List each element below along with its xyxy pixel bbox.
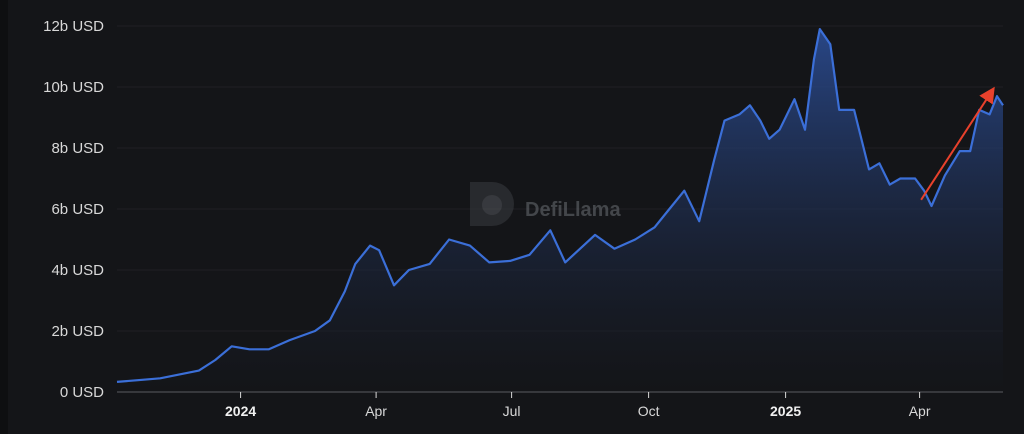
watermark-text: DefiLlama	[525, 199, 621, 221]
series-area	[117, 29, 1003, 392]
x-tick-label: Jul	[503, 403, 521, 419]
x-tick-label: 2024	[225, 403, 256, 419]
x-axis-ticks: 2024 Apr Jul Oct 2025 Apr	[225, 392, 931, 419]
llama-logo-icon	[470, 182, 514, 226]
y-axis: 0 USD 2b USD 4b USD 6b USD 8b USD 10b USD 12b …	[43, 18, 104, 401]
trend-arrow	[920, 86, 995, 201]
y-tick-label: 6b USD	[51, 201, 104, 218]
x-tick-label: Oct	[638, 403, 660, 419]
y-tick-label: 10b USD	[43, 79, 104, 96]
y-tick-label: 0 USD	[60, 384, 104, 401]
x-tick-label: Apr	[909, 403, 931, 419]
y-tick-label: 12b USD	[43, 18, 104, 35]
x-tick-label: Apr	[365, 403, 387, 419]
watermark: DefiLlama	[470, 182, 621, 226]
series-line	[116, 28, 1004, 383]
y-tick-label: 4b USD	[51, 262, 104, 279]
y-tick-label: 8b USD	[51, 140, 104, 157]
x-tick-label: 2025	[770, 403, 801, 419]
y-tick-label: 2b USD	[51, 323, 104, 340]
